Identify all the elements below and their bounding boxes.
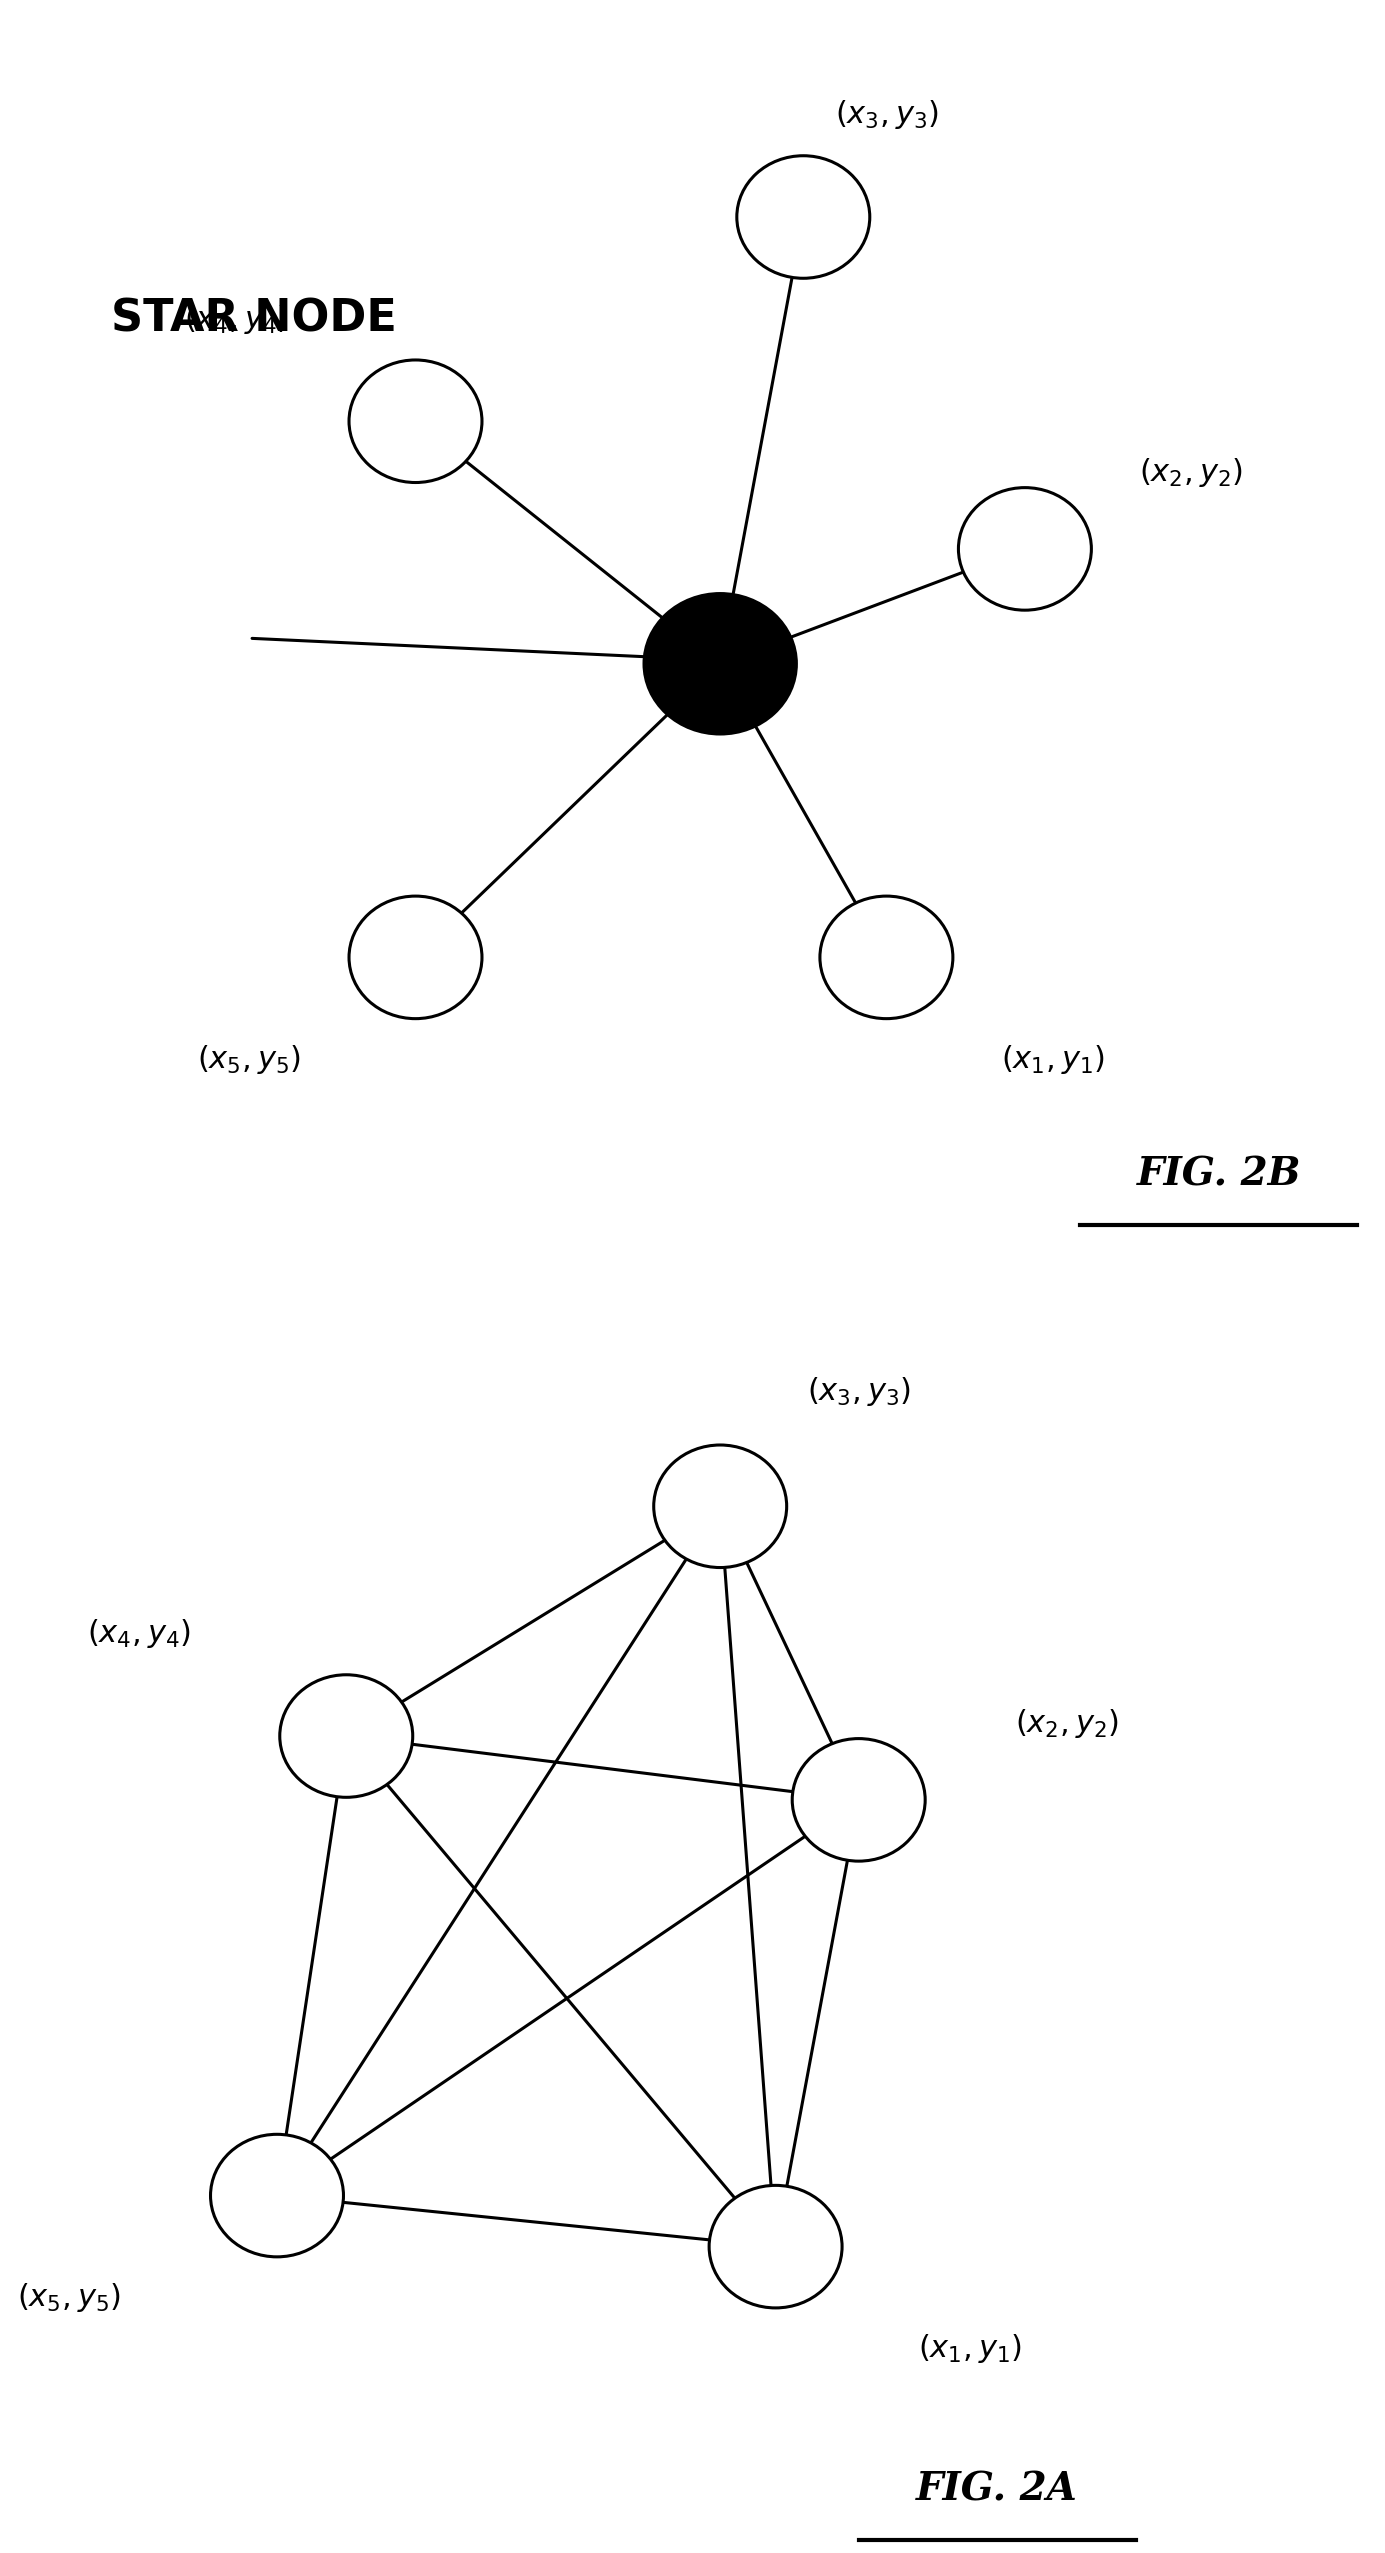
Text: $(x_2, y_2)$: $(x_2, y_2)$ — [1140, 457, 1242, 488]
Text: $(x_3, y_3)$: $(x_3, y_3)$ — [835, 100, 938, 130]
Circle shape — [737, 156, 870, 278]
Circle shape — [792, 1739, 925, 1861]
Circle shape — [654, 1445, 787, 1568]
Text: $(x_2, y_2)$: $(x_2, y_2)$ — [1015, 1708, 1118, 1739]
Circle shape — [349, 360, 482, 483]
Text: $(x_5, y_5)$: $(x_5, y_5)$ — [18, 2282, 120, 2313]
Text: $(x_5, y_5)$: $(x_5, y_5)$ — [198, 1044, 301, 1075]
Circle shape — [820, 896, 953, 1019]
Text: FIG. 2B: FIG. 2B — [1137, 1157, 1301, 1192]
Circle shape — [709, 2185, 842, 2308]
Text: $(x_3, y_3)$: $(x_3, y_3)$ — [807, 1376, 910, 1407]
Circle shape — [958, 488, 1091, 610]
Circle shape — [211, 2134, 343, 2257]
Circle shape — [349, 896, 482, 1019]
Text: $(x_4, y_4)$: $(x_4, y_4)$ — [184, 304, 287, 334]
Text: FIG. 2A: FIG. 2A — [917, 2471, 1078, 2507]
Text: $(x_1, y_1)$: $(x_1, y_1)$ — [918, 2333, 1021, 2364]
Circle shape — [280, 1675, 413, 1797]
Text: $(x_4, y_4)$: $(x_4, y_4)$ — [87, 1619, 190, 1649]
Circle shape — [644, 595, 796, 735]
Text: STAR NODE: STAR NODE — [111, 299, 396, 340]
Text: $(x_1, y_1)$: $(x_1, y_1)$ — [1001, 1044, 1104, 1075]
